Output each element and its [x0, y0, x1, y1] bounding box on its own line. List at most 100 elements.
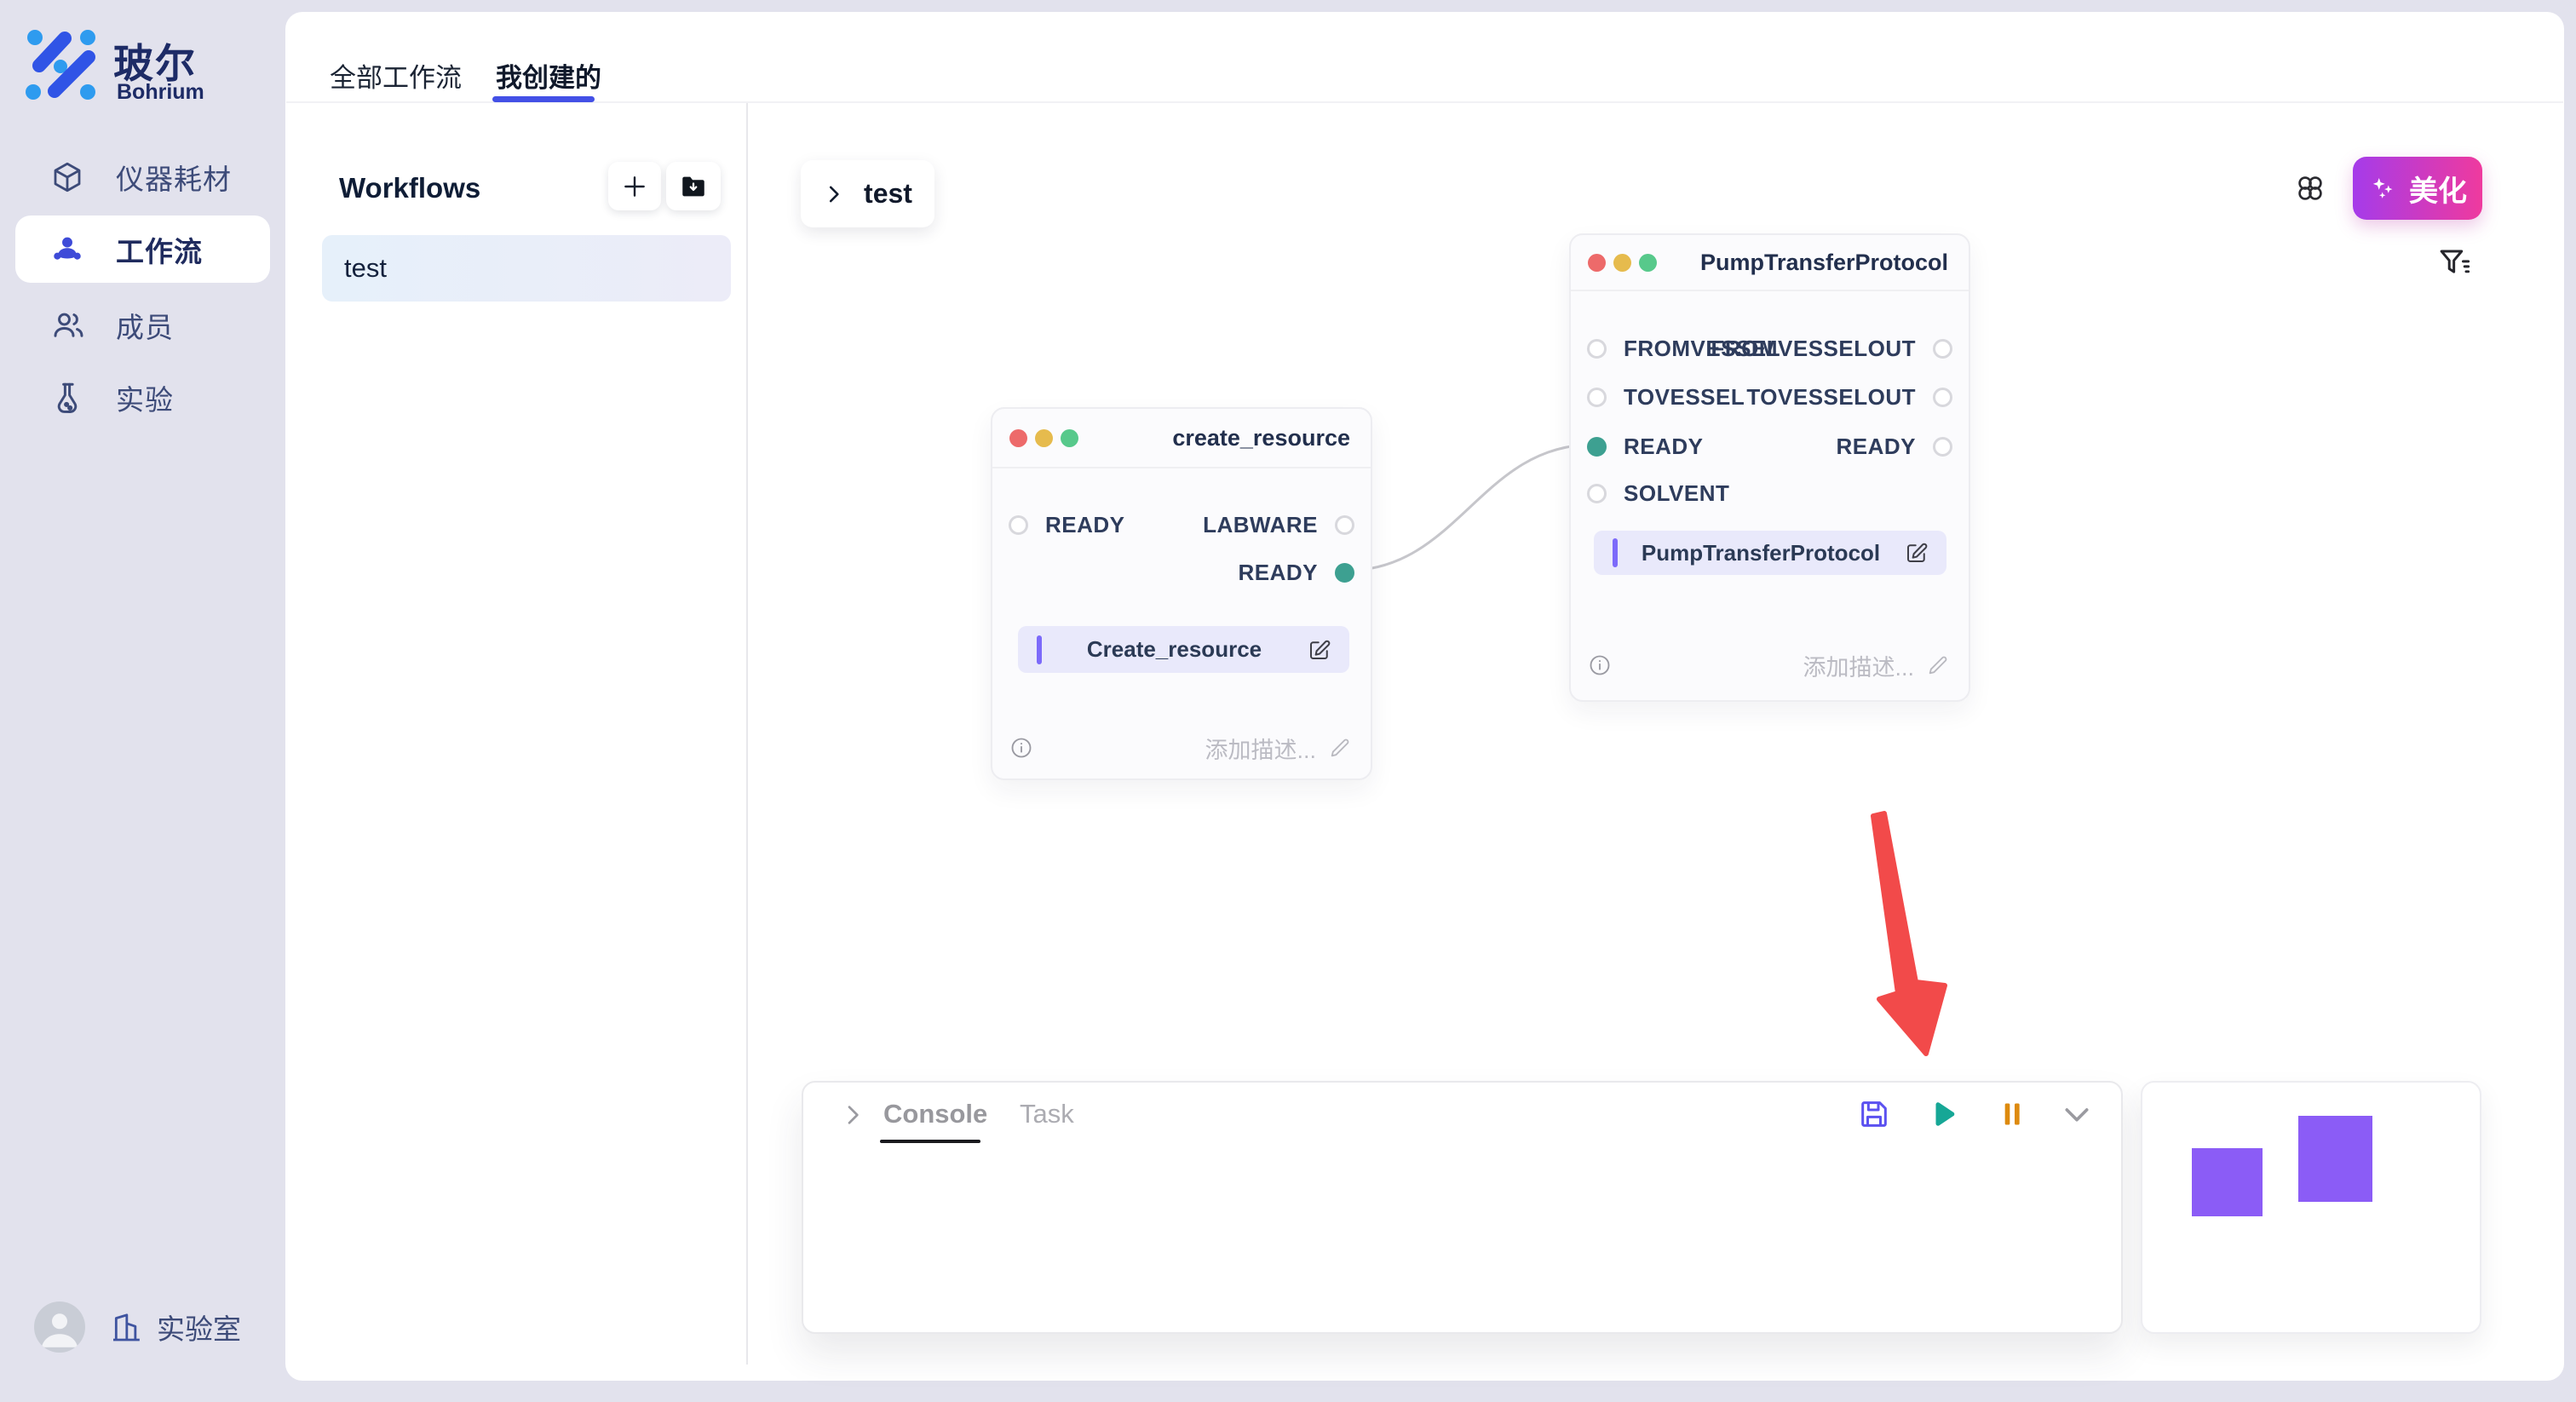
port-handle[interactable] — [1587, 483, 1607, 503]
bohrium-logo-icon — [26, 30, 95, 100]
port-handle[interactable] — [1933, 387, 1952, 407]
beautify-button[interactable]: 美化 — [2353, 157, 2482, 220]
tab-my-created[interactable]: 我创建的 — [496, 63, 601, 93]
console-tab-console[interactable]: Console — [883, 1099, 988, 1129]
building-icon — [113, 1313, 140, 1342]
port-handle[interactable] — [1933, 436, 1952, 457]
port-handle[interactable] — [1335, 514, 1354, 535]
add-workflow-button[interactable] — [608, 162, 661, 210]
tabs-divider — [286, 101, 2563, 103]
filter-icon[interactable] — [2436, 245, 2472, 281]
traffic-lights — [1009, 428, 1078, 447]
console-collapse-icon[interactable] — [839, 1101, 866, 1129]
description-placeholder[interactable]: 添加描述... — [1803, 654, 1914, 681]
node-header[interactable]: PumpTransferProtocol — [1571, 235, 1969, 291]
port-handle[interactable] — [1009, 514, 1028, 535]
red-dot-icon — [1588, 253, 1606, 272]
run-icon[interactable] — [1925, 1097, 1959, 1131]
edit-icon[interactable] — [1307, 637, 1332, 663]
node-pump-transfer-protocol[interactable]: PumpTransferProtocol FROMVESSEL FROMVESS… — [1569, 233, 1970, 702]
shortcuts-icon[interactable] — [2292, 170, 2328, 206]
tab-all-workflows[interactable]: 全部工作流 — [330, 63, 462, 93]
avatar[interactable] — [34, 1301, 85, 1353]
sidebar-item-instruments[interactable]: 仪器耗材 — [15, 143, 270, 210]
console-tab-task[interactable]: Task — [1020, 1099, 1074, 1129]
yellow-dot-icon — [1035, 428, 1053, 447]
edit-icon[interactable] — [1904, 540, 1929, 566]
workflows-panel-title: Workflows — [339, 172, 481, 204]
workflow-icon — [54, 237, 81, 260]
sparkles-icon — [2372, 177, 2393, 198]
workspace-switcher[interactable]: 实验室 — [109, 1307, 241, 1347]
port-input-fromvessel[interactable]: FROMVESSEL — [1587, 334, 1780, 363]
pill-accent-bar — [1613, 538, 1618, 567]
port-handle-connected[interactable] — [1335, 562, 1354, 583]
port-handle[interactable] — [1933, 338, 1952, 359]
minimap-node-pump-transfer — [2298, 1116, 2372, 1202]
pencil-icon[interactable] — [1328, 736, 1352, 760]
port-output-labware[interactable]: LABWARE — [1203, 510, 1354, 539]
members-icon — [54, 313, 83, 337]
save-icon[interactable] — [1857, 1097, 1891, 1131]
port-input-ready[interactable]: READY — [1587, 432, 1704, 461]
sidebar-item-experiments[interactable]: 实验 — [15, 364, 270, 431]
sidebar-item-label: 工作流 — [116, 235, 203, 267]
minimap[interactable] — [2141, 1081, 2481, 1334]
chevron-right-icon — [829, 186, 839, 202]
description-placeholder[interactable]: 添加描述... — [1205, 737, 1316, 763]
breadcrumb-label: test — [864, 178, 912, 209]
sidebar-footer: 实验室 — [34, 1301, 241, 1353]
pill-accent-bar — [1037, 635, 1042, 664]
folder-download-icon — [682, 176, 704, 196]
port-input-tovessel[interactable]: TOVESSEL — [1587, 382, 1745, 411]
node-action-pill[interactable]: Create_resource — [1018, 626, 1349, 673]
sidebar-item-label: 实验 — [116, 383, 174, 416]
port-input-solvent[interactable]: SOLVENT — [1587, 479, 1729, 508]
workflow-item-name: test — [344, 253, 387, 283]
green-dot-icon — [1061, 428, 1078, 447]
workspace-label: 实验室 — [157, 1313, 241, 1345]
pause-icon[interactable] — [1995, 1097, 2029, 1131]
edge-create-to-pump[interactable] — [1345, 443, 1594, 572]
import-workflow-button[interactable] — [666, 162, 721, 210]
brand-name-zh: 玻尔 — [113, 41, 197, 86]
node-header[interactable]: create_resource — [992, 409, 1371, 468]
sidebar-item-label: 成员 — [116, 311, 174, 343]
info-icon[interactable] — [1009, 736, 1033, 760]
node-footer: 添加描述... — [1571, 648, 1969, 682]
sidebar-item-label: 仪器耗材 — [116, 163, 232, 195]
pencil-icon[interactable] — [1926, 653, 1950, 677]
port-output-ready[interactable]: READY — [1238, 558, 1354, 587]
workflow-list-item-test[interactable]: test — [322, 235, 731, 302]
port-handle-connected[interactable] — [1587, 436, 1607, 457]
node-footer: 添加描述... — [992, 731, 1371, 765]
plus-icon — [624, 175, 645, 197]
port-output-fromvesselout[interactable]: FROMVESSELOUT — [1711, 334, 1952, 363]
minimap-node-create-resource — [2192, 1148, 2263, 1216]
sidebar: 玻尔 Bohrium 仪器耗材 工作流 成员 实验 实验室 — [0, 0, 285, 1402]
sidebar-item-workflow[interactable]: 工作流 — [15, 215, 270, 283]
node-create-resource[interactable]: create_resource READY LABWARE READY Crea… — [991, 407, 1372, 780]
node-action-pill[interactable]: PumpTransferProtocol — [1594, 531, 1946, 575]
node-title: create_resource — [1172, 424, 1350, 451]
experiment-icon — [57, 382, 78, 413]
port-handle[interactable] — [1587, 338, 1607, 359]
sidebar-item-members[interactable]: 成员 — [15, 291, 270, 359]
node-title: PumpTransferProtocol — [1699, 249, 1948, 275]
yellow-dot-icon — [1613, 253, 1631, 272]
box-icon — [54, 162, 81, 192]
green-dot-icon — [1639, 253, 1657, 272]
port-output-ready[interactable]: READY — [1836, 432, 1952, 461]
active-tab-underline — [492, 96, 595, 102]
red-dot-icon — [1009, 428, 1027, 447]
console-active-underline — [880, 1140, 980, 1143]
port-handle[interactable] — [1587, 387, 1607, 407]
canvas-breadcrumb[interactable]: test — [801, 160, 934, 227]
port-input-ready[interactable]: READY — [1009, 510, 1125, 539]
console-panel — [802, 1081, 2123, 1334]
port-output-tovesselout[interactable]: TOVESSELOUT — [1746, 382, 1952, 411]
chevron-down-icon[interactable] — [2060, 1097, 2094, 1131]
info-icon[interactable] — [1588, 653, 1612, 677]
panel-divider — [746, 103, 748, 1365]
